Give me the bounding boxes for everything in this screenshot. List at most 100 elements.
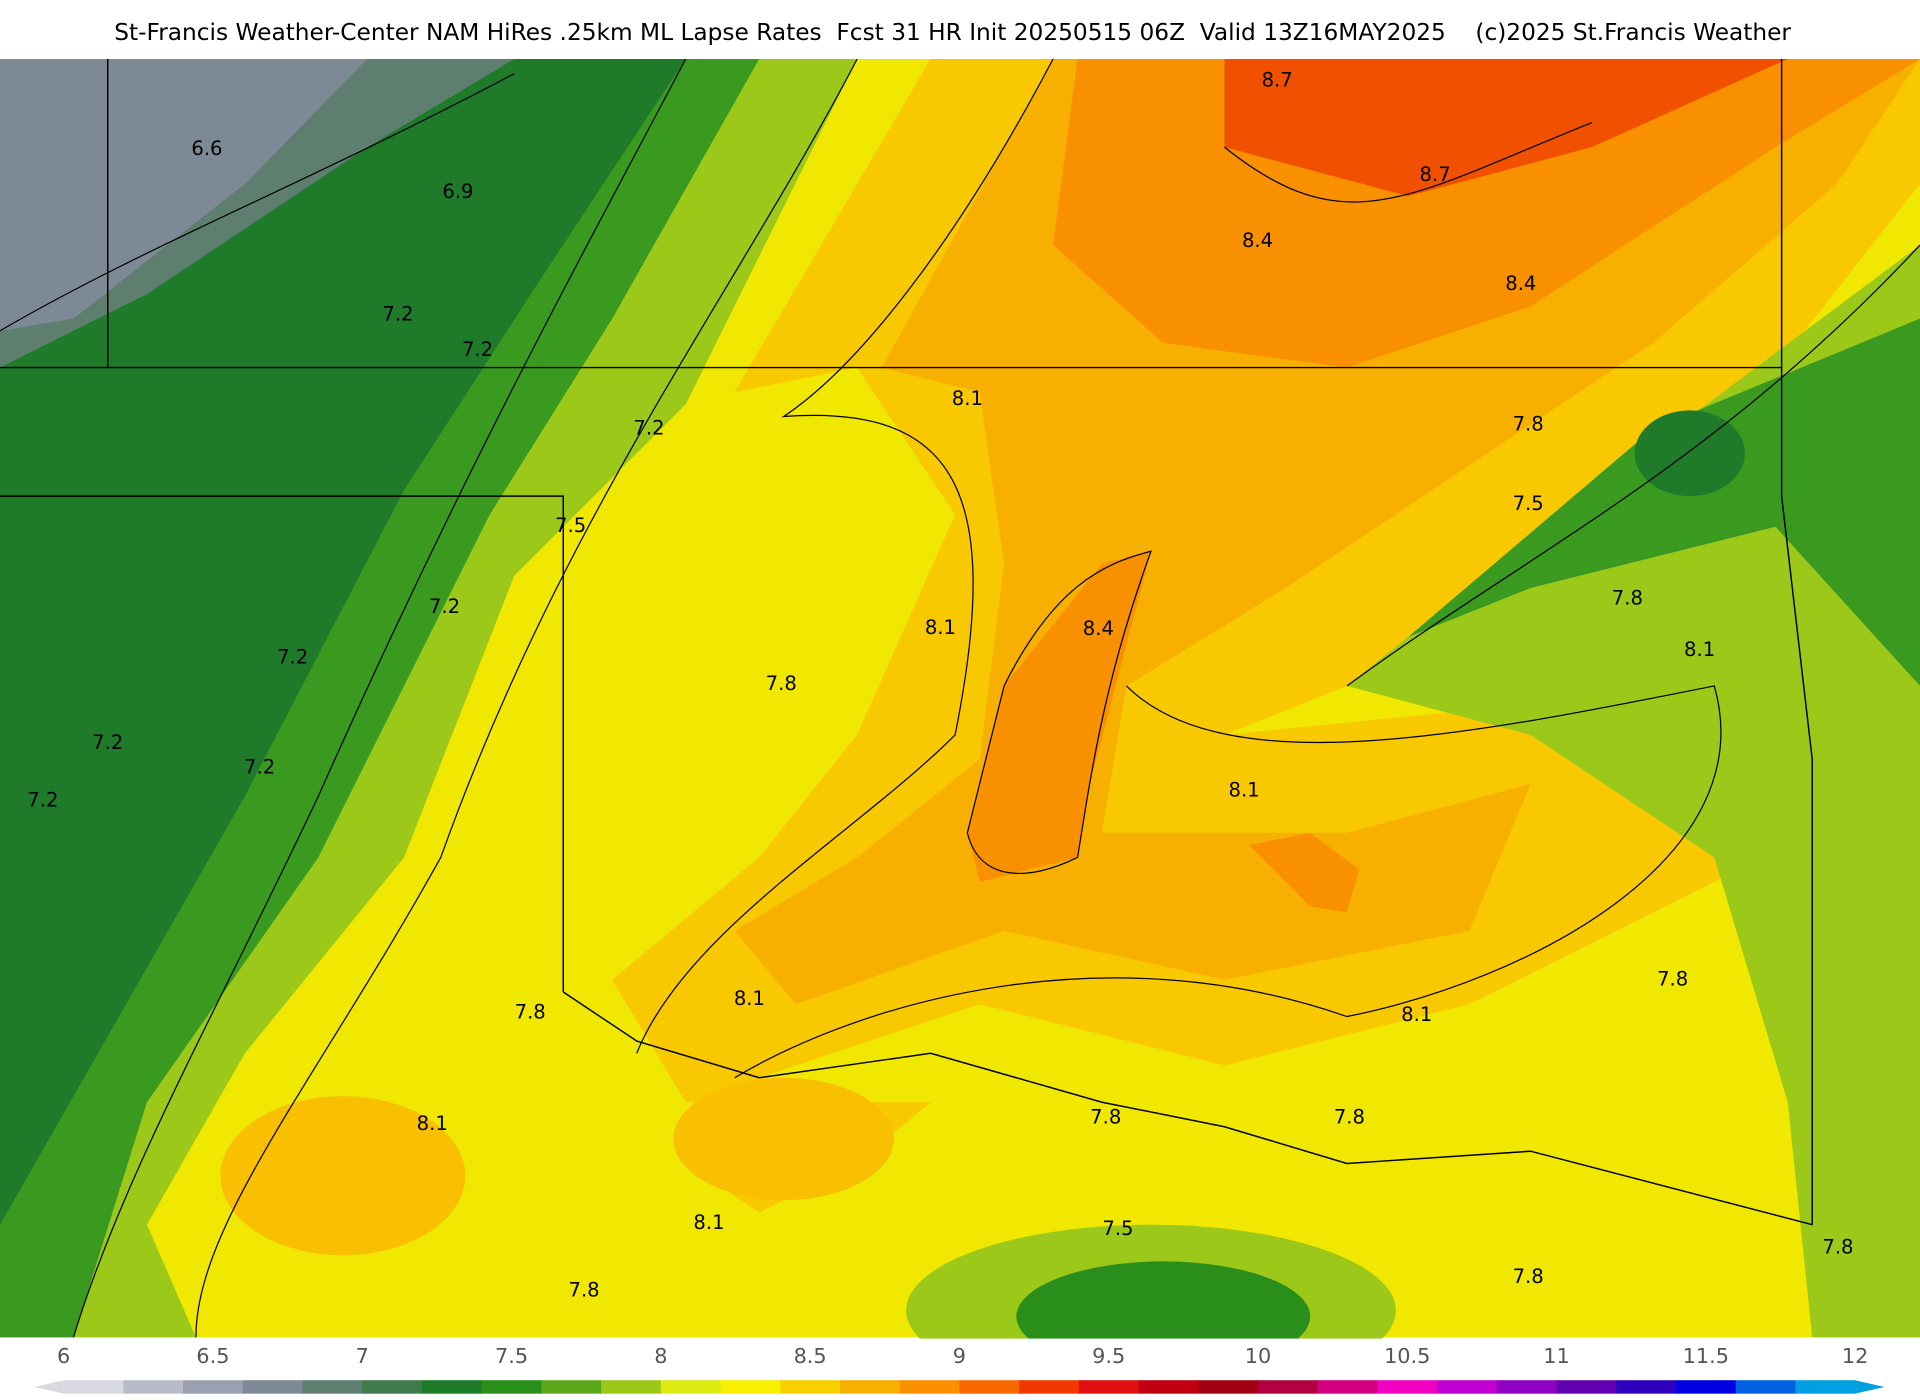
colorbar-swatch (959, 1380, 1020, 1394)
colorbar-tick-label: 12 (1842, 1344, 1868, 1368)
contour-label: 7.8 (1090, 1106, 1121, 1129)
colorbar-swatch (1377, 1380, 1438, 1394)
contour-label: 8.1 (693, 1211, 724, 1234)
contour-label: 8.4 (1242, 229, 1273, 252)
colorbar-swatch (242, 1380, 304, 1394)
state-line (0, 495, 564, 993)
colorbar-swatch (1496, 1380, 1558, 1394)
colorbar-swatch (780, 1380, 841, 1394)
contour-label: 7.8 (1657, 967, 1688, 990)
contour-label: 8.1 (952, 387, 983, 410)
colorbar: 6 6.5 7 7.5 8 8.5 9 9.5 10 10.5 11 11.5 12 (0, 1338, 1920, 1400)
colorbar-swatch (541, 1380, 602, 1394)
colorbar-swatch (1019, 1380, 1080, 1394)
colorbar-swatch (481, 1380, 542, 1394)
contours (0, 58, 1920, 1338)
contour-label: 8.7 (1262, 69, 1293, 92)
colorbar-swatch (1795, 1380, 1856, 1394)
boundaries (0, 58, 1813, 1226)
contour-label: 7.2 (382, 302, 413, 325)
colorbar-tick-label: 8.5 (794, 1344, 827, 1368)
field-red (1224, 58, 1788, 197)
contour-label: 8.1 (734, 987, 765, 1010)
colorbar-arrow-left (34, 1380, 64, 1394)
colorbar-swatch (601, 1380, 662, 1394)
contour-label: 6.6 (191, 137, 222, 160)
contour-line (195, 58, 858, 1338)
colorbar-arrow-right (1855, 1380, 1885, 1394)
colorbar-swatch (1257, 1380, 1319, 1394)
title: St-Francis Weather-Center NAM HiRes .25k… (114, 19, 1791, 46)
field-green-dark (0, 58, 686, 1225)
contour-line (0, 73, 515, 332)
contour-line (734, 685, 1722, 1079)
colorbar-tick-label: 6 (57, 1344, 70, 1368)
contour-label: 6.9 (442, 180, 473, 203)
state-line (562, 991, 1813, 1226)
colorbar-swatch (302, 1380, 363, 1394)
field-green-dark (1634, 410, 1745, 497)
field-green (1408, 318, 1920, 686)
colorbar-swatch (1675, 1380, 1737, 1394)
colorbar-swatch (1437, 1380, 1498, 1394)
colorbar-swatch (1735, 1380, 1797, 1394)
contour-label: 7.8 (1612, 586, 1643, 609)
contour-label: 7.8 (1513, 1265, 1544, 1288)
contour-line (966, 550, 1152, 874)
contour-label: 8.4 (1083, 617, 1114, 640)
colorbar-tick-label: 10 (1245, 1344, 1271, 1368)
colorbar-swatch (1138, 1380, 1199, 1394)
colorbar-tick-label: 7 (356, 1344, 369, 1368)
field-orange-blob (673, 1077, 894, 1201)
contour-line (1346, 244, 1920, 687)
contour-label: 7.8 (766, 672, 797, 695)
colorbar-swatch (660, 1380, 722, 1394)
colorbar-swatch (1317, 1380, 1378, 1394)
contour-line (1224, 122, 1593, 203)
colorbar-swatch (1616, 1380, 1677, 1394)
contour-label: 7.5 (555, 514, 586, 537)
colorbar-tick-label: 11 (1543, 1344, 1569, 1368)
contour-label: 7.2 (92, 731, 123, 754)
colorbar-tick-label: 7.5 (495, 1344, 528, 1368)
contour-label: 8.4 (1505, 272, 1536, 295)
colorbar-tick-label: 6.5 (196, 1344, 229, 1368)
contour-label: 8.1 (1684, 638, 1715, 661)
contour-label: 8.7 (1420, 163, 1451, 186)
colorbar-swatch (1078, 1380, 1140, 1394)
colorbar-swatch (839, 1380, 901, 1394)
colorbar-tick-label: 10.5 (1384, 1344, 1430, 1368)
colorbar-swatch (362, 1380, 423, 1394)
contour-label: 7.2 (277, 645, 308, 668)
contour-label: 7.2 (244, 755, 275, 778)
colorbar-swatch (1556, 1380, 1617, 1394)
contour-label: 7.8 (569, 1278, 600, 1301)
colorbar-swatch (720, 1380, 781, 1394)
contour-label: 7.2 (429, 595, 460, 618)
contour-line (636, 58, 1054, 1054)
contour-label: 7.8 (1334, 1106, 1365, 1129)
state-line (1780, 58, 1813, 1225)
colorbar-swatch (1198, 1380, 1259, 1394)
contour-label: 7.8 (1513, 413, 1544, 436)
contour-label: 8.1 (417, 1112, 448, 1135)
contour-label: 7.8 (515, 1000, 546, 1023)
colorbar-swatch (421, 1380, 483, 1394)
contour-line (72, 58, 687, 1338)
colorbar-swatch (899, 1380, 960, 1394)
colorbar-swatch (63, 1380, 124, 1394)
field-gray (0, 58, 368, 331)
colorbar-tick-label: 11.5 (1683, 1344, 1729, 1368)
contour-label: 8.1 (1401, 1003, 1432, 1026)
contour-label: 7.2 (462, 338, 493, 361)
contour-label: 7.5 (1513, 492, 1544, 515)
colorbar-tick-label: 9.5 (1092, 1344, 1125, 1368)
contour-label: 7.5 (1102, 1217, 1133, 1240)
field-orange-blob (220, 1096, 466, 1256)
colorbar-swatch (123, 1380, 184, 1394)
colorbar-tick-label: 8 (654, 1344, 667, 1368)
field-orange-blob (967, 551, 1152, 882)
colorbar-swatch (183, 1380, 244, 1394)
